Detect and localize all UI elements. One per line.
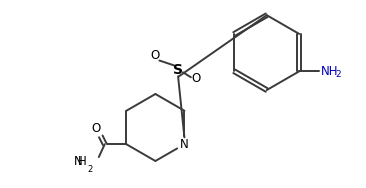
Text: 2: 2 — [335, 70, 341, 79]
Text: O: O — [191, 72, 201, 85]
Text: O: O — [151, 49, 160, 62]
Text: NH: NH — [321, 65, 338, 78]
Text: H: H — [78, 155, 87, 168]
Text: S: S — [173, 63, 183, 77]
Text: N: N — [74, 155, 83, 168]
Text: N: N — [180, 138, 189, 151]
Text: O: O — [91, 122, 101, 135]
Text: 2: 2 — [87, 165, 92, 174]
